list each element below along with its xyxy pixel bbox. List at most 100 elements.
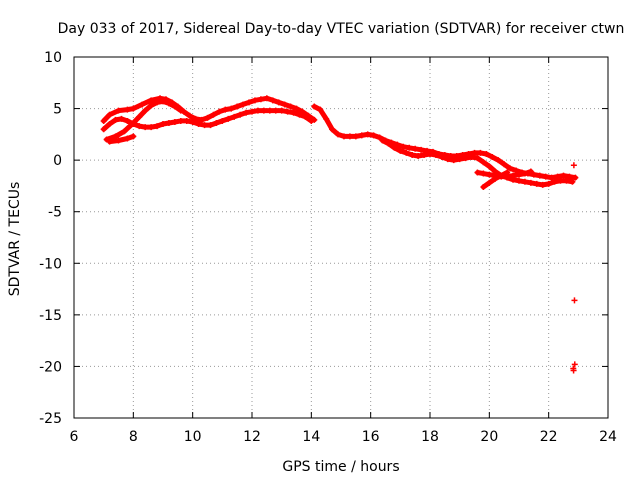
data-point — [450, 157, 457, 164]
data-point — [260, 107, 267, 114]
data-point — [266, 107, 273, 114]
data-point — [275, 99, 282, 106]
ticks: 6 8 10 12 14 16 18 20 22 24 10 5 0 -5 -10 -15 -20 -25 — [39, 50, 617, 445]
data-point — [340, 133, 347, 140]
data-point — [521, 178, 528, 185]
data-point — [142, 107, 149, 114]
x-tick-label: 14 — [302, 429, 320, 445]
data-point — [498, 172, 505, 179]
data-point — [130, 120, 137, 127]
data-point — [148, 97, 155, 104]
data-point — [177, 107, 184, 114]
data-point — [290, 109, 297, 116]
data-point — [222, 106, 229, 113]
data-point — [186, 112, 193, 119]
data-point — [281, 101, 288, 108]
data-point — [432, 151, 439, 158]
data-point — [198, 116, 205, 123]
data-point — [237, 111, 244, 118]
data-point — [216, 108, 223, 115]
data-point — [234, 103, 241, 110]
series-line — [101, 95, 317, 124]
data-point — [130, 105, 137, 112]
y-tick-label: -5 — [48, 205, 62, 221]
data-point — [548, 174, 555, 181]
y-tick-label: -10 — [39, 256, 62, 272]
data-point — [379, 137, 386, 144]
data-point — [121, 128, 128, 135]
data-point — [195, 121, 202, 128]
data-point — [527, 168, 534, 175]
x-tick-label: 12 — [243, 429, 261, 445]
data-point — [480, 170, 487, 177]
data-point — [257, 96, 264, 103]
data-point — [569, 178, 576, 185]
data-point — [403, 149, 410, 156]
data-point — [571, 361, 578, 368]
data-point — [251, 97, 258, 104]
data-point — [415, 153, 422, 160]
data-point — [100, 117, 107, 124]
data-point — [516, 171, 522, 178]
data-point — [115, 137, 122, 144]
data-point — [406, 144, 413, 151]
data-point — [370, 132, 377, 139]
data-point — [160, 121, 166, 128]
data-point — [571, 297, 578, 304]
data-point — [240, 101, 247, 108]
data-point — [570, 162, 577, 169]
data-point — [530, 171, 537, 178]
data-point — [444, 156, 451, 163]
data-point — [106, 138, 113, 145]
data-point — [427, 150, 433, 157]
x-tick-label: 18 — [421, 429, 439, 445]
data-point — [542, 173, 549, 180]
data-point — [165, 120, 172, 127]
data-point — [204, 114, 211, 121]
data-point — [480, 159, 487, 166]
data-point — [570, 367, 577, 374]
data-point — [171, 103, 178, 110]
data-point — [421, 151, 428, 158]
data-point — [142, 124, 149, 131]
data-point — [566, 173, 573, 180]
data-point — [323, 115, 330, 122]
data-point — [468, 154, 475, 161]
data-point — [418, 146, 425, 153]
data-point — [106, 121, 113, 128]
data-point — [495, 157, 502, 164]
data-point — [243, 109, 250, 116]
data-point — [124, 135, 131, 142]
data-point — [474, 155, 481, 162]
data-point — [527, 179, 534, 186]
data-point — [557, 177, 564, 184]
data-point — [364, 131, 371, 138]
data-point — [249, 108, 255, 115]
data-point — [477, 149, 484, 156]
data-point — [352, 133, 359, 140]
data-point — [246, 99, 253, 106]
data-point — [501, 161, 508, 168]
data-point — [456, 156, 463, 163]
data-point — [489, 154, 496, 161]
x-tick-label: 6 — [70, 429, 79, 445]
data-point — [118, 115, 125, 122]
data-point — [317, 106, 324, 113]
data-point — [462, 155, 469, 162]
data-point — [329, 126, 336, 133]
x-tick-label: 8 — [129, 429, 138, 445]
data-point — [335, 131, 342, 138]
data-point — [533, 180, 540, 187]
series-track-d — [106, 133, 137, 145]
data-point — [510, 172, 517, 179]
data-point — [483, 150, 490, 157]
data-point — [521, 170, 528, 177]
data-point — [504, 169, 511, 176]
data-point — [136, 123, 143, 130]
data-point — [278, 107, 285, 114]
data-point — [400, 143, 407, 150]
chart-title: Day 033 of 2017, Sidereal Day-to-day VTE… — [58, 21, 625, 37]
y-tick-label: 5 — [53, 102, 62, 118]
x-tick-label: 22 — [540, 429, 558, 445]
